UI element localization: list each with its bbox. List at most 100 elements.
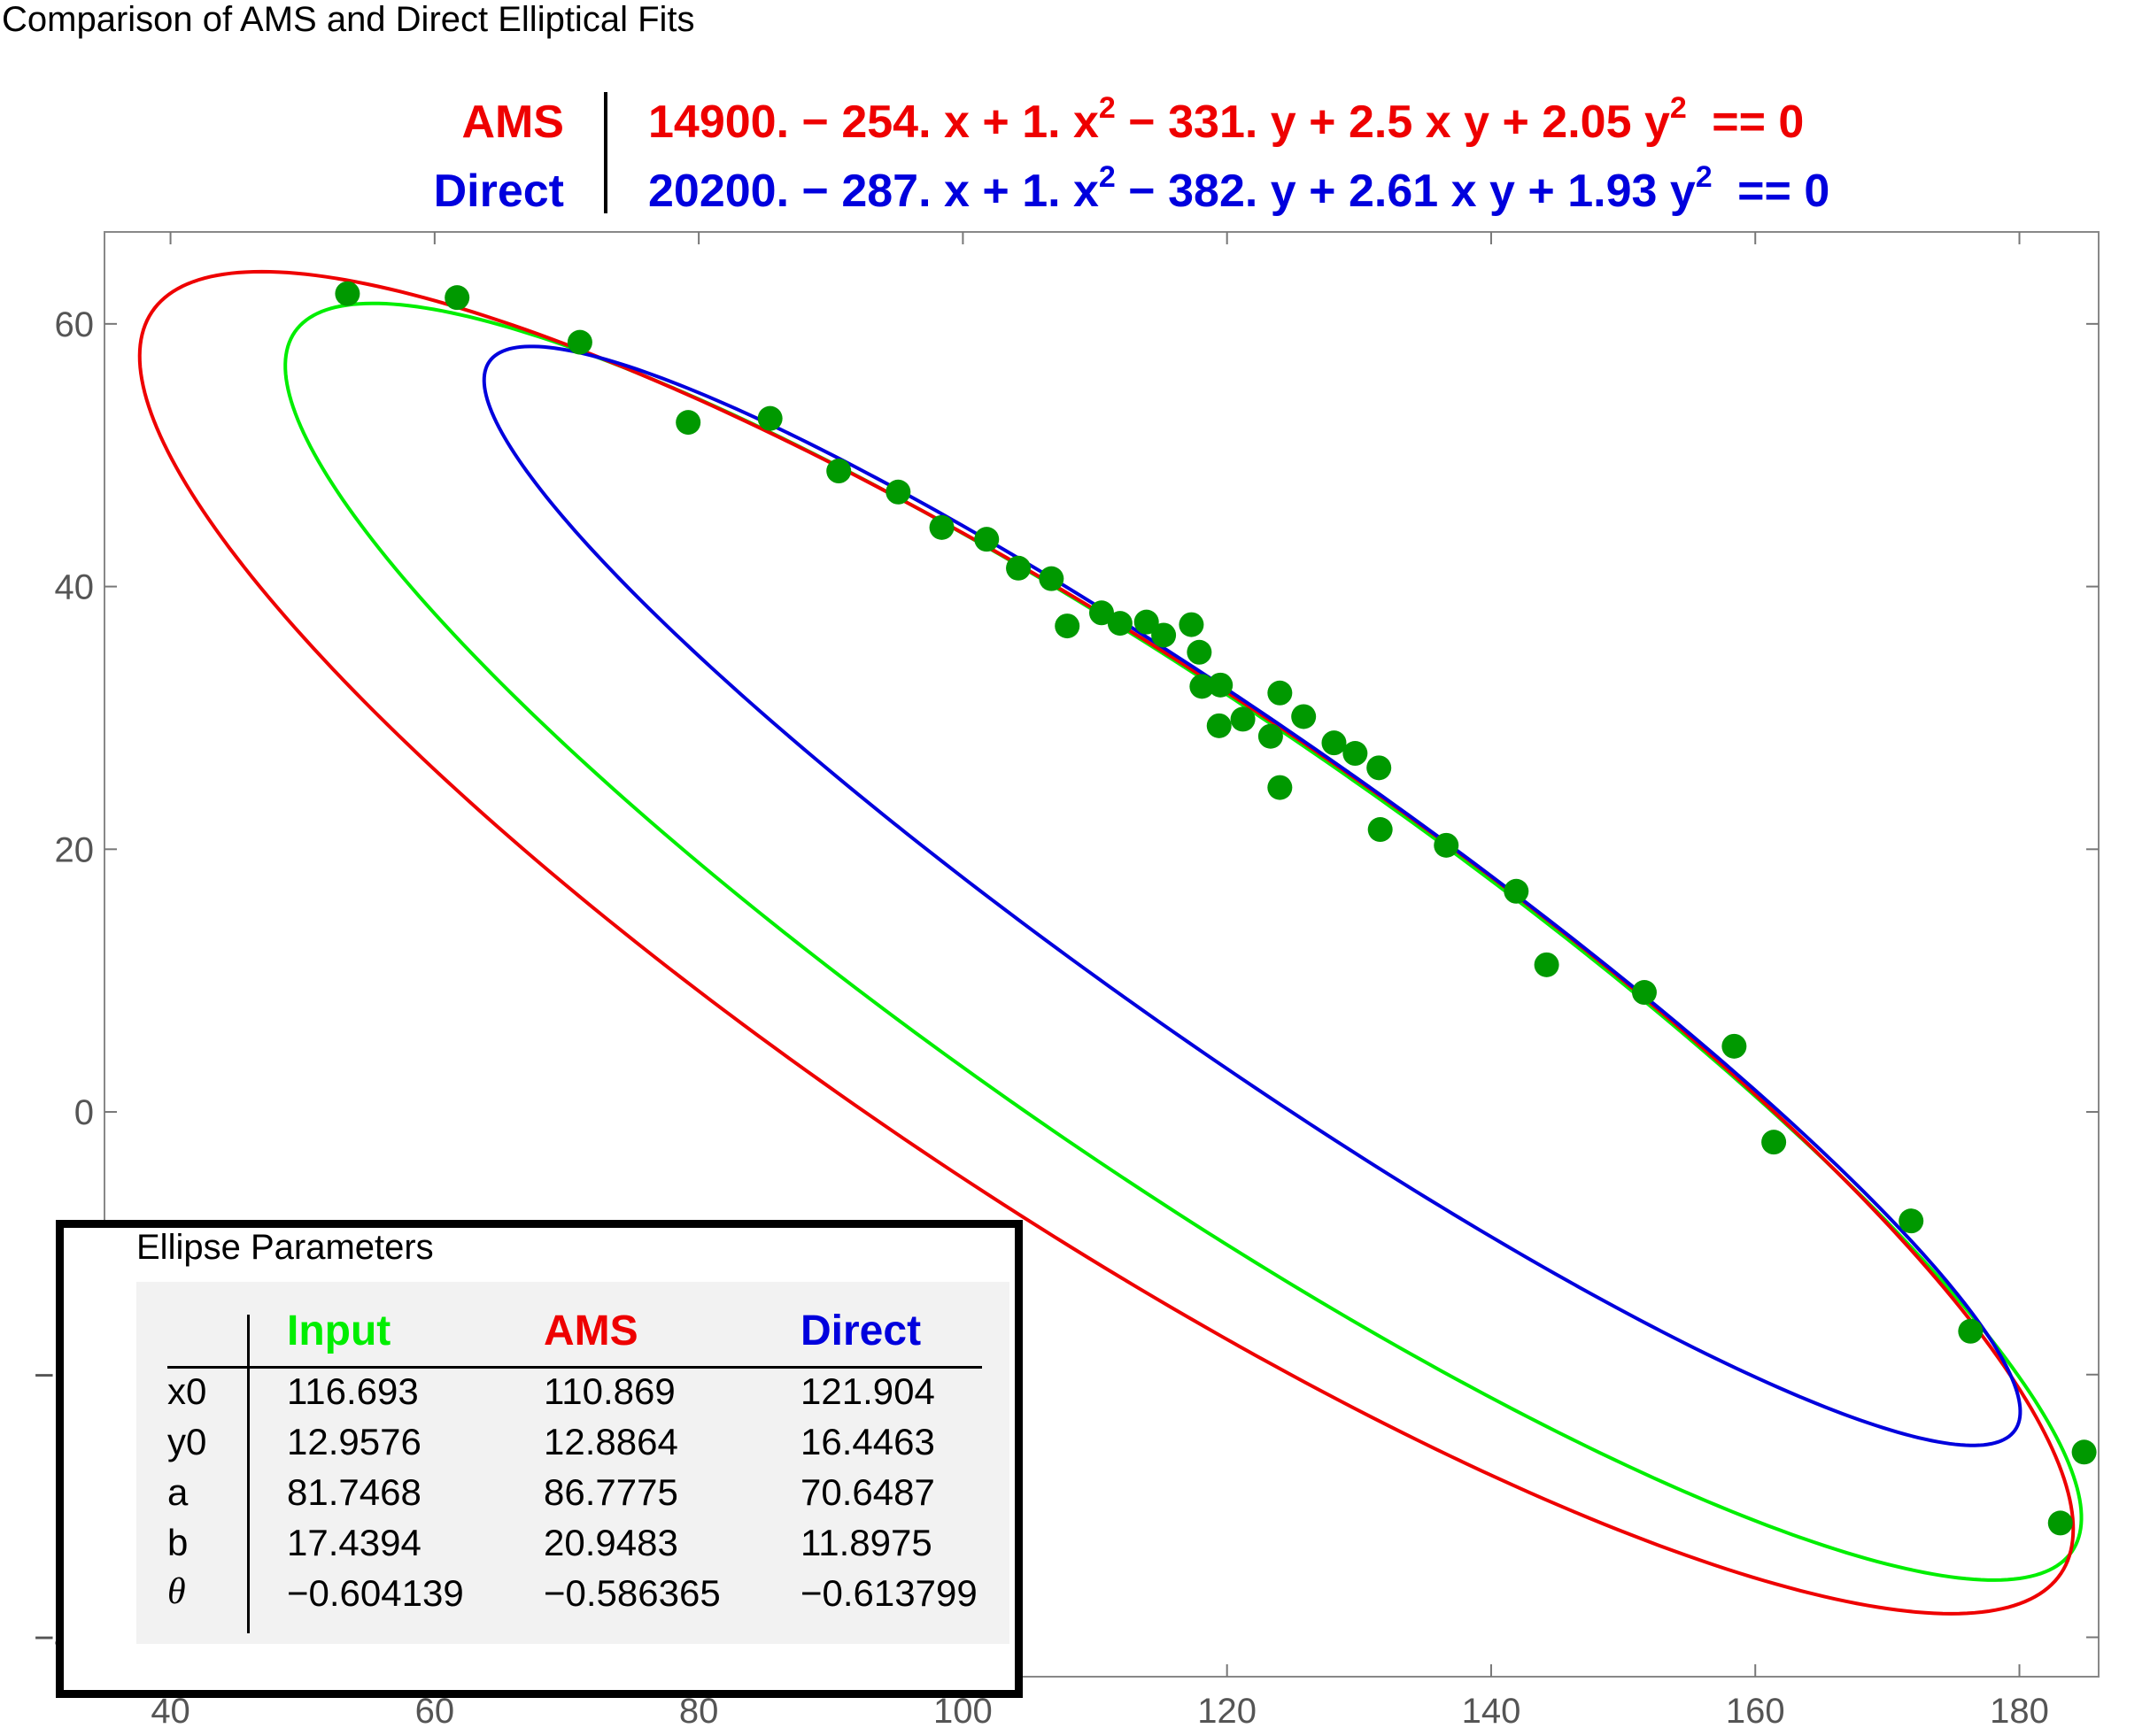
data-point [1133, 609, 1159, 635]
data-points [335, 281, 2097, 1536]
direct-eq-op3: − [1128, 166, 1168, 217]
legend-direct-name: Direct [434, 166, 564, 217]
x-tick-label: 40 [151, 1692, 190, 1731]
cell-theta-input: −0.604139 [287, 1572, 464, 1614]
data-point [1208, 672, 1234, 698]
ams-eq-tail: == 0 [1712, 96, 1804, 148]
ams-eq-cyy: 2.05 y [1542, 96, 1670, 148]
data-point [886, 479, 911, 505]
x-tick-label: 80 [679, 1692, 719, 1731]
ellipse-parameters-title: Ellipse Parameters [136, 1228, 434, 1267]
y-tick-label: 20 [55, 830, 95, 869]
data-point [1267, 680, 1293, 706]
data-point [1631, 980, 1657, 1006]
data-point [1534, 952, 1559, 977]
data-point [1257, 723, 1283, 749]
data-point [826, 459, 852, 484]
table-header-divider [167, 1366, 982, 1369]
data-point [1107, 611, 1133, 637]
data-point [567, 329, 592, 355]
direct-eq-op5: + [1527, 166, 1567, 217]
row-label-a: a [167, 1471, 189, 1513]
ams-eq-cxy: 2.5 x y [1349, 96, 1489, 148]
direct-eq-op4: + [1309, 166, 1349, 217]
cell-y0-input: 12.9576 [287, 1421, 421, 1462]
row-label-y0: y0 [167, 1421, 207, 1462]
data-point [676, 410, 701, 436]
ams-eq-cy: 331. y [1168, 96, 1296, 148]
ams-eq-cxx: 1. x [1022, 96, 1099, 148]
ellipse-direct [482, 344, 2022, 1447]
header-direct: Direct [800, 1308, 922, 1354]
direct-eq-cy: 382. y [1168, 166, 1296, 217]
direct-eq-sup2: 2 [1696, 160, 1713, 194]
cell-b-direct: 11.8975 [800, 1522, 932, 1563]
legend-ams-name: AMS [461, 96, 564, 148]
data-point [1291, 704, 1317, 729]
x-tick-label: 140 [1462, 1692, 1521, 1731]
data-point [1504, 878, 1529, 904]
data-point [1089, 600, 1114, 626]
cell-a-input: 81.7468 [287, 1471, 421, 1513]
data-point [1189, 674, 1215, 699]
row-label-theta: θ [167, 1571, 186, 1612]
cell-a-direct: 70.6487 [800, 1471, 935, 1513]
cell-b-input: 17.4394 [287, 1522, 421, 1563]
x-tick-label: 180 [1990, 1692, 2049, 1731]
data-point [1899, 1208, 1924, 1234]
ams-eq-op5: + [1502, 96, 1542, 148]
data-point [1039, 566, 1064, 591]
direct-eq-c0: 20200. [648, 166, 789, 217]
direct-eq-cyy: 1.93 y [1567, 166, 1696, 217]
ams-eq-sup2: 2 [1670, 91, 1687, 125]
y-tick-label: 0 [74, 1093, 94, 1132]
direct-eq-cxx: 1. x [1022, 166, 1099, 217]
ams-eq-sup1: 2 [1099, 91, 1116, 125]
legend: AMS Direct 14900. − 254. x + 1. x2 − 331… [434, 91, 1830, 217]
direct-eq-sup1: 2 [1099, 160, 1116, 194]
cell-y0-direct: 16.4463 [800, 1421, 935, 1462]
legend-direct-equation: 20200. − 287. x + 1. x2 − 382. y + 2.61 … [648, 146, 1829, 217]
row-label-b: b [167, 1522, 189, 1563]
data-point [1187, 639, 1212, 665]
data-point [1006, 555, 1032, 581]
direct-eq-op1: − [802, 166, 842, 217]
cell-a-ams: 86.7775 [544, 1471, 678, 1513]
data-point [1151, 622, 1177, 648]
ellipse-curves [137, 269, 2084, 1616]
data-point [1958, 1318, 1984, 1344]
cell-x0-direct: 121.904 [800, 1370, 935, 1412]
cell-y0-ams: 12.8864 [544, 1421, 678, 1462]
data-point [1267, 775, 1293, 800]
cell-b-ams: 20.9483 [544, 1522, 678, 1563]
data-point [1434, 832, 1459, 858]
ams-eq-c0: 14900. [648, 96, 789, 148]
y-tick-label: 60 [55, 305, 95, 344]
cell-x0-input: 116.693 [287, 1370, 419, 1412]
chart-title: Comparison of AMS and Direct Elliptical … [2, 0, 695, 39]
plot-frame [104, 231, 2100, 1678]
header-ams: AMS [544, 1308, 638, 1354]
direct-eq-op2: + [982, 166, 1022, 217]
direct-eq-cx: 287. x [841, 166, 970, 217]
data-point [1367, 817, 1393, 843]
direct-eq-tail: == 0 [1737, 166, 1829, 217]
data-point [1761, 1130, 1787, 1155]
data-point [335, 281, 360, 306]
cell-x0-ams: 110.869 [544, 1370, 676, 1412]
ams-eq-op2: + [982, 96, 1022, 148]
x-tick-label: 100 [933, 1692, 993, 1731]
data-point [1321, 730, 1347, 756]
row-label-x0: x0 [167, 1370, 207, 1412]
data-point [2047, 1510, 2073, 1536]
data-point [1206, 713, 1232, 738]
x-tick-label: 60 [415, 1692, 455, 1731]
data-point [1055, 613, 1080, 639]
cell-theta-direct: −0.613799 [800, 1572, 978, 1614]
ellipse-ams [137, 269, 2076, 1616]
ams-eq-cx: 254. x [841, 96, 970, 148]
x-tick-label: 160 [1726, 1692, 1785, 1731]
data-point [1721, 1033, 1747, 1059]
ams-eq-op4: + [1309, 96, 1349, 148]
ams-eq-op1: − [802, 96, 842, 148]
